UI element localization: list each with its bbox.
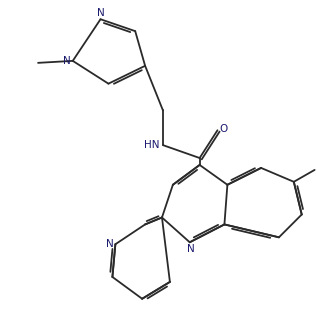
Text: O: O [219,124,228,134]
Text: N: N [97,8,104,18]
Text: N: N [106,239,113,249]
Text: N: N [63,56,71,66]
Text: HN: HN [145,140,160,150]
Text: N: N [187,244,195,254]
